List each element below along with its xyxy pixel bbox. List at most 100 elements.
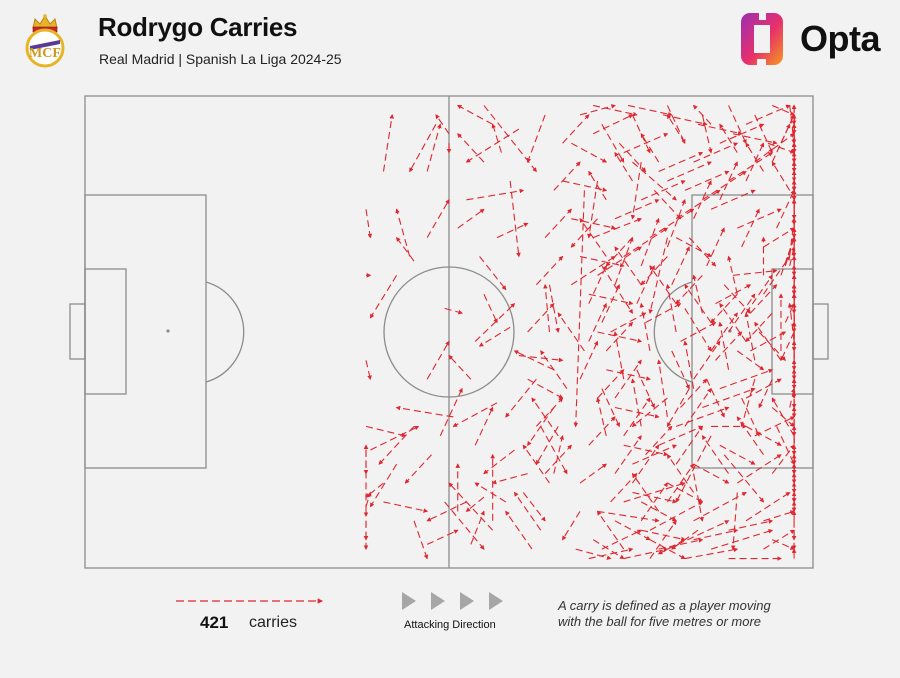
carry-arrow	[365, 425, 407, 438]
carry-arrow	[667, 161, 712, 182]
left-penalty-spot	[166, 329, 170, 333]
carry-arrow	[789, 105, 796, 145]
carry-arrow	[702, 171, 747, 201]
carry-arrow	[680, 322, 717, 342]
carry-arrow	[505, 378, 537, 418]
direction-triangle-icon	[489, 592, 503, 610]
carry-arrow	[632, 444, 677, 465]
carry-arrow	[771, 161, 791, 191]
carry-arrow	[606, 369, 651, 381]
carry-arrow	[548, 284, 560, 333]
carry-arrow	[719, 161, 738, 201]
carry-arrow	[649, 539, 686, 560]
direction-triangle-icon	[402, 592, 416, 610]
carry-arrow	[675, 425, 703, 465]
carry-arrow	[470, 510, 485, 545]
carry-arrow	[479, 256, 507, 291]
carry-arrow	[631, 472, 660, 512]
carry-arrow	[693, 491, 747, 522]
carry-arrow	[540, 426, 568, 475]
carry-arrow	[745, 142, 765, 182]
carry-arrow	[675, 237, 712, 257]
carry-arrow	[719, 123, 738, 153]
carry-arrow	[465, 496, 485, 512]
real-madrid-crest-icon: MCF	[25, 14, 65, 68]
carry-arrow	[653, 190, 682, 220]
carry-arrow	[592, 539, 625, 560]
carry-arrow	[693, 180, 712, 219]
carry-arrow	[632, 444, 660, 484]
carry-arrow	[710, 293, 738, 324]
carry-arrow	[683, 340, 695, 389]
left-six-yard-box	[84, 268, 127, 395]
carry-arrow	[656, 359, 668, 418]
carry-arrow	[544, 208, 572, 238]
carry-arrow	[505, 510, 533, 550]
carry-arrow	[370, 425, 420, 451]
carry-arrow	[562, 114, 590, 144]
carry-arrow	[740, 379, 756, 428]
carry-arrow	[627, 104, 673, 117]
carry-arrow	[719, 368, 774, 390]
carry-arrow	[710, 189, 756, 210]
carry-arrow	[592, 217, 643, 239]
carry-arrow	[648, 237, 668, 315]
carry-arrow	[758, 378, 773, 409]
carry-arrow	[426, 199, 450, 238]
carry-arrow	[426, 501, 467, 522]
carry-arrow	[684, 308, 712, 352]
pitch-markings	[69, 95, 829, 569]
carry-arrow	[491, 473, 528, 485]
carry-arrow	[675, 274, 703, 305]
carry-arrow	[710, 529, 774, 550]
carry-arrow	[640, 217, 660, 267]
carry-arrow	[693, 473, 704, 522]
carry-arrow	[579, 463, 607, 484]
carry-arrow	[518, 355, 564, 363]
carry-arrow	[579, 255, 625, 268]
carry-arrow	[639, 302, 651, 351]
carry-arrow	[772, 104, 795, 116]
opta-logo-icon	[741, 10, 783, 67]
carry-arrow	[776, 189, 795, 229]
carry-arrow	[513, 491, 542, 531]
carry-arrow	[478, 326, 511, 347]
carry-arrow	[466, 188, 525, 201]
carry-arrow	[640, 501, 677, 522]
carry-arrow	[623, 227, 669, 257]
carry-arrow	[535, 255, 564, 286]
carry-arrow	[588, 547, 634, 560]
direction-triangle-icon	[460, 592, 474, 610]
carry-arrow	[587, 180, 599, 239]
carry-arrow	[649, 208, 695, 239]
carry-arrow	[715, 284, 752, 305]
carry-arrow	[666, 114, 686, 144]
carry-arrow	[632, 161, 677, 201]
carry-arrow	[614, 199, 660, 220]
carry-arrow	[675, 189, 721, 220]
carry-arrow	[706, 227, 725, 267]
carry-arrow	[597, 369, 625, 399]
carry-arrow	[658, 538, 704, 550]
carry-arrow	[592, 114, 634, 135]
carry-arrow	[597, 510, 660, 523]
carry-arrow	[579, 340, 599, 380]
note-line-2: with the ball for five metres or more	[558, 614, 762, 629]
carry-arrow	[631, 114, 651, 154]
carry-arrow	[693, 463, 730, 484]
carry-arrow	[614, 246, 642, 286]
carry-arrow	[570, 218, 598, 248]
carry-arrow	[396, 236, 415, 262]
carry-arrow	[671, 246, 690, 286]
carry-arrow	[605, 237, 633, 267]
carry-arrow	[754, 114, 773, 154]
opta-brand-text: Opta	[800, 18, 881, 59]
carry-arrow	[575, 548, 612, 560]
carry-arrow	[588, 416, 616, 446]
carry-arrow	[395, 405, 454, 418]
carry-arrow	[618, 142, 647, 173]
carry-arrow	[553, 161, 581, 191]
carry-arrow	[666, 453, 695, 493]
carry-arrow	[784, 236, 796, 267]
